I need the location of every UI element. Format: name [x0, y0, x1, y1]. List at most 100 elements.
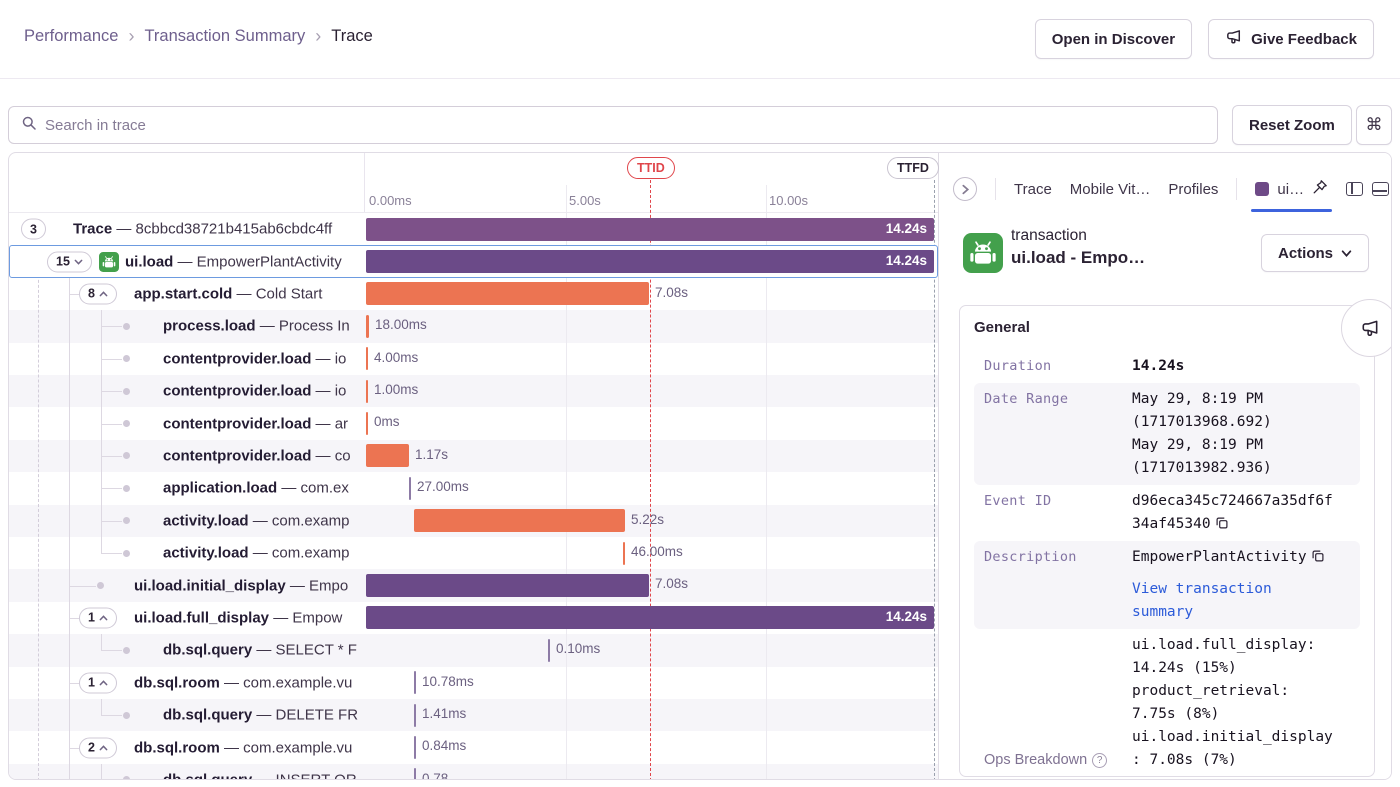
span-label: process.load — Process In [163, 318, 350, 335]
trace-row[interactable]: contentprovider.load — io 1.00ms [9, 375, 938, 407]
trace-row[interactable]: contentprovider.load — io 4.00ms [9, 343, 938, 375]
span-count-pill[interactable]: 2 [79, 737, 117, 758]
span-bar [414, 768, 416, 780]
breadcrumb-transaction-summary[interactable]: Transaction Summary [144, 27, 305, 46]
span-bullet-icon [123, 517, 130, 524]
field-key: Date Range [984, 388, 1132, 480]
span-label: ui.load — EmpowerPlantActivity [125, 253, 342, 270]
trace-row[interactable]: ui.load.initial_display — Empo7.08s [9, 569, 938, 601]
span-duration-label: 0.10ms [556, 641, 600, 656]
search-input[interactable] [45, 117, 1205, 134]
chevron-down-icon [1341, 248, 1352, 259]
tree-connector-line [101, 424, 122, 425]
span-count-pill[interactable]: 1 [79, 672, 117, 693]
actions-button[interactable]: Actions [1261, 234, 1369, 272]
open-in-discover-button[interactable]: Open in Discover [1035, 19, 1192, 59]
trace-row[interactable]: contentprovider.load — co1.17s [9, 440, 938, 472]
span-bullet-icon [123, 388, 130, 395]
trace-row[interactable]: 8 app.start.cold — Cold Start 7.08s [9, 278, 938, 310]
span-label: ui.load.full_display — Empow [134, 609, 342, 626]
span-label: Trace — 8cbbcd38721b415ab6cbdc4ff [73, 221, 332, 238]
keyboard-shortcuts-button[interactable]: ⌘ [1356, 105, 1392, 145]
tree-connector-line [69, 748, 79, 749]
trace-row[interactable]: 2db.sql.room — com.example.vu0.84ms [9, 731, 938, 763]
give-feedback-button[interactable]: Give Feedback [1208, 19, 1374, 59]
trace-row[interactable]: activity.load — com.examp5.22s [9, 505, 938, 537]
span-duration-label: 0.78 [422, 771, 448, 780]
field-value: May 29, 8:19 PM (1717013968.692) May 29,… [1132, 388, 1333, 480]
span-duration-label: 0.84ms [422, 738, 466, 753]
span-count-pill[interactable]: 3 [21, 219, 46, 240]
span-bullet-icon [123, 550, 130, 557]
trace-row[interactable]: application.load — com.ex27.00ms [9, 472, 938, 504]
view-transaction-summary-link[interactable]: View transaction summary [1132, 578, 1333, 624]
field-key: Event ID [984, 490, 1132, 536]
collapse-panel-button[interactable] [953, 177, 977, 201]
ttid-badge[interactable]: TTID [627, 157, 675, 179]
trace-row[interactable]: 15 ui.load — EmpowerPlantActivity 14.24s [9, 245, 938, 277]
span-duration-label: 1.00ms [374, 382, 418, 397]
layout-bottom-panel-icon[interactable] [1372, 182, 1389, 196]
trace-search-bar[interactable] [8, 106, 1218, 144]
span-count-pill[interactable]: 1 [79, 607, 117, 628]
trace-row[interactable]: 1 db.sql.room — com.example.vu 10.78ms [9, 667, 938, 699]
span-label: app.start.cold — Cold Start [134, 285, 322, 302]
trace-row[interactable]: 1ui.load.full_display — Empow14.24s [9, 602, 938, 634]
detail-field-row: Duration14.24s [974, 350, 1360, 383]
layout-left-panel-icon[interactable] [1346, 182, 1363, 196]
span-label: db.sql.query — DELETE FR [163, 707, 358, 724]
copy-icon[interactable] [1215, 516, 1229, 530]
span-duration-label: 1.17s [415, 447, 448, 462]
span-bar [414, 736, 416, 759]
trace-tree: 3 Trace — 8cbbcd38721b415ab6cbdc4ff 14.24s… [9, 213, 938, 780]
span-bar [366, 282, 649, 305]
span-bullet-icon [123, 355, 130, 362]
pin-icon[interactable] [1312, 179, 1328, 199]
tree-connector-line [101, 326, 122, 327]
span-count-pill[interactable]: 15 [47, 251, 92, 272]
copy-icon[interactable] [1311, 549, 1325, 563]
span-label: activity.load — com.examp [163, 545, 349, 562]
reset-zoom-button[interactable]: Reset Zoom [1232, 105, 1352, 145]
span-duration-label: 10.78ms [422, 674, 474, 689]
feedback-fab-button[interactable] [1341, 299, 1392, 357]
breadcrumb-performance[interactable]: Performance [24, 27, 118, 46]
span-label: contentprovider.load — io [163, 350, 346, 367]
divider [1236, 178, 1237, 200]
span-duration-label: 7.08s [655, 285, 688, 300]
span-duration-label: 14.24s [886, 253, 927, 268]
trace-row[interactable]: db.sql.query — DELETE FR1.41ms [9, 699, 938, 731]
trace-row[interactable]: contentprovider.load — ar0ms [9, 407, 938, 439]
trace-row[interactable]: process.load — Process In18.00ms [9, 310, 938, 342]
breadcrumb-trace: Trace [331, 27, 373, 46]
ttfd-badge[interactable]: TTFD [887, 157, 939, 179]
tree-connector-line [69, 683, 79, 684]
span-count-pill[interactable]: 8 [79, 283, 117, 304]
span-duration-label: 4.00ms [374, 350, 418, 365]
span-duration-label: 7.08s [655, 576, 688, 591]
general-card: General Duration14.24sDate RangeMay 29, … [959, 305, 1375, 777]
span-duration-label: 5.22s [631, 512, 664, 527]
span-bullet-icon [123, 420, 130, 427]
android-icon [963, 233, 1003, 273]
span-bar [414, 671, 416, 694]
tab-profiles[interactable]: Profiles [1168, 181, 1218, 198]
tree-connector-line [101, 715, 122, 716]
span-bar: 14.24s [366, 218, 934, 241]
span-bar [414, 704, 416, 727]
trace-row[interactable]: db.sql.query — SELECT * F0.10ms [9, 634, 938, 666]
tab-ui-load-active[interactable]: ui… [1255, 166, 1328, 212]
trace-row[interactable]: db.sql.query — INSERT OR0.78 [9, 764, 938, 780]
trace-row[interactable]: 3 Trace — 8cbbcd38721b415ab6cbdc4ff 14.24s [9, 213, 938, 245]
field-key: Ops Breakdown? [984, 749, 1132, 772]
help-icon[interactable]: ? [1092, 753, 1107, 768]
trace-row[interactable]: activity.load — com.examp46.00ms [9, 537, 938, 569]
tab-trace[interactable]: Trace [1014, 181, 1052, 198]
tab-mobile-vitals[interactable]: Mobile Vit… [1070, 181, 1151, 198]
span-bullet-icon [123, 323, 130, 330]
tree-connector-line [101, 391, 122, 392]
tree-connector-line [38, 245, 39, 780]
span-label: contentprovider.load — io [163, 383, 346, 400]
span-label: db.sql.room — com.example.vu [134, 674, 352, 691]
span-bullet-icon [123, 647, 130, 654]
